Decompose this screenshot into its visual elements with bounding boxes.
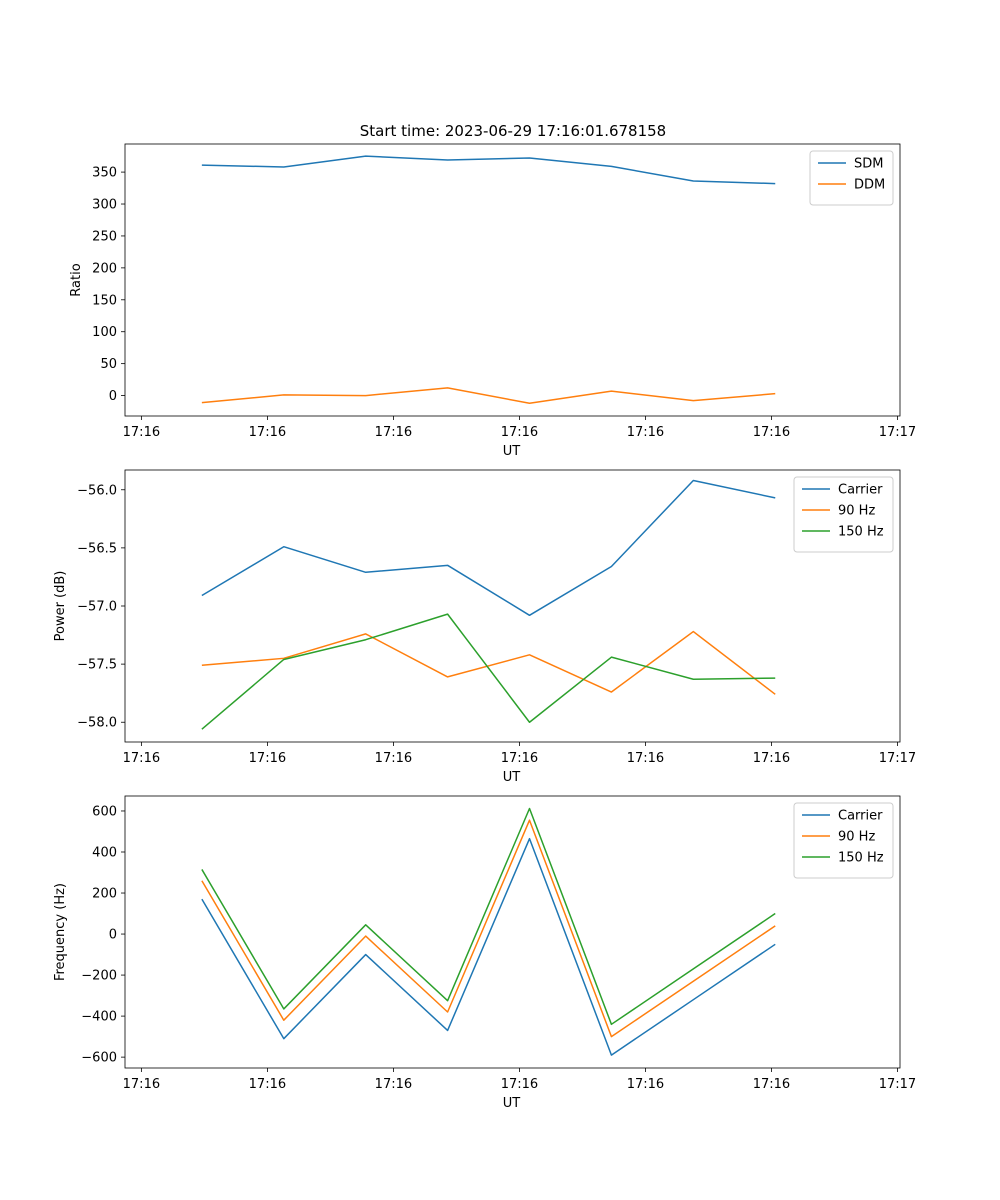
y-tick-label: 400	[92, 846, 117, 861]
x-tick-label: 17:17	[879, 425, 916, 440]
legend-entry: 90 Hz	[838, 830, 875, 845]
y-axis-label: Ratio	[69, 263, 84, 296]
x-tick-label: 17:16	[753, 1077, 790, 1092]
y-tick-label: 0	[109, 928, 117, 943]
series-line-ddm	[201, 387, 776, 404]
y-tick-label: −200	[81, 969, 117, 984]
series-line-90-hz	[201, 819, 776, 1038]
legend-entry: 150 Hz	[838, 851, 884, 866]
y-tick-label: −57.5	[77, 658, 117, 673]
y-tick-label: −600	[81, 1051, 117, 1066]
y-tick-label: 600	[92, 804, 117, 819]
legend-entry: DDM	[854, 178, 885, 193]
y-tick-label: 200	[92, 887, 117, 902]
series-line-90-hz	[201, 630, 776, 695]
legend: Carrier 90 Hz 150 Hz	[793, 802, 894, 879]
x-tick-label: 17:16	[123, 1077, 160, 1092]
x-tick-label: 17:17	[879, 751, 916, 766]
axes-frame	[124, 143, 901, 417]
x-tick-label: 17:16	[627, 425, 664, 440]
x-tick-label: 17:16	[249, 1077, 286, 1092]
y-tick-label: −400	[81, 1010, 117, 1025]
series-line-carrier	[201, 837, 776, 1056]
x-tick-label: 17:16	[249, 751, 286, 766]
series-line-150-hz	[201, 807, 776, 1026]
y-tick-label: 50	[100, 357, 117, 372]
y-tick-label: 250	[92, 229, 117, 244]
y-tick-label: 150	[92, 293, 117, 308]
y-tick-label: 100	[92, 325, 117, 340]
x-tick-label: 17:16	[501, 1077, 538, 1092]
subplot-2: 17:16 17:16 17:16 17:16 17:16 17:16 17:17 −58.0…	[53, 469, 916, 785]
subplot-1: 17:16 17:16 17:16 17:16 17:16 17:16 17:17 0 50 10…	[69, 143, 916, 459]
x-tick-label: 17:16	[123, 425, 160, 440]
x-tick-label: 17:16	[249, 425, 286, 440]
x-tick-label: 17:16	[375, 751, 412, 766]
y-tick-label: 200	[92, 261, 117, 276]
x-tick-label: 17:16	[375, 1077, 412, 1092]
y-tick-label: 0	[109, 389, 117, 404]
figure-title: Start time: 2023-06-29 17:16:01.678158	[360, 122, 666, 140]
x-axis-label: UT	[503, 770, 521, 785]
x-axis-label: UT	[503, 1096, 521, 1111]
legend: Carrier 90 Hz 150 Hz	[793, 476, 894, 553]
x-tick-label: 17:16	[501, 751, 538, 766]
x-tick-label: 17:16	[753, 425, 790, 440]
x-tick-label: 17:17	[879, 1077, 916, 1092]
subplot-3: 17:16 17:16 17:16 17:16 17:16 17:16 17:17 −600 −…	[53, 795, 916, 1111]
legend-entry: 90 Hz	[838, 504, 875, 519]
x-axis-label: UT	[503, 444, 521, 459]
axes-frame	[124, 795, 901, 1069]
legend-entry: Carrier	[838, 809, 883, 824]
legend-box	[809, 150, 894, 206]
y-tick-label: −57.0	[77, 600, 117, 615]
y-tick-label: −58.0	[77, 716, 117, 731]
x-tick-label: 17:16	[123, 751, 160, 766]
legend-entry: Carrier	[838, 483, 883, 498]
series-line-150-hz	[201, 613, 776, 730]
x-tick-label: 17:16	[627, 751, 664, 766]
y-tick-label: 350	[92, 166, 117, 181]
legend: SDM DDM	[809, 150, 894, 206]
legend-box	[793, 802, 894, 879]
y-axis-label: Frequency (Hz)	[53, 883, 68, 981]
x-tick-label: 17:16	[753, 751, 790, 766]
y-tick-label: −56.5	[77, 541, 117, 556]
y-axis-label: Power (dB)	[53, 571, 68, 642]
series-line-sdm	[201, 155, 776, 185]
y-tick-label: −56.0	[77, 483, 117, 498]
x-tick-label: 17:16	[501, 425, 538, 440]
y-tick-label: 300	[92, 198, 117, 213]
series-line-carrier	[201, 479, 776, 617]
x-tick-label: 17:16	[627, 1077, 664, 1092]
legend-entry: 150 Hz	[838, 525, 884, 540]
legend-entry: SDM	[854, 157, 883, 172]
x-tick-label: 17:16	[375, 425, 412, 440]
legend-box	[793, 476, 894, 553]
